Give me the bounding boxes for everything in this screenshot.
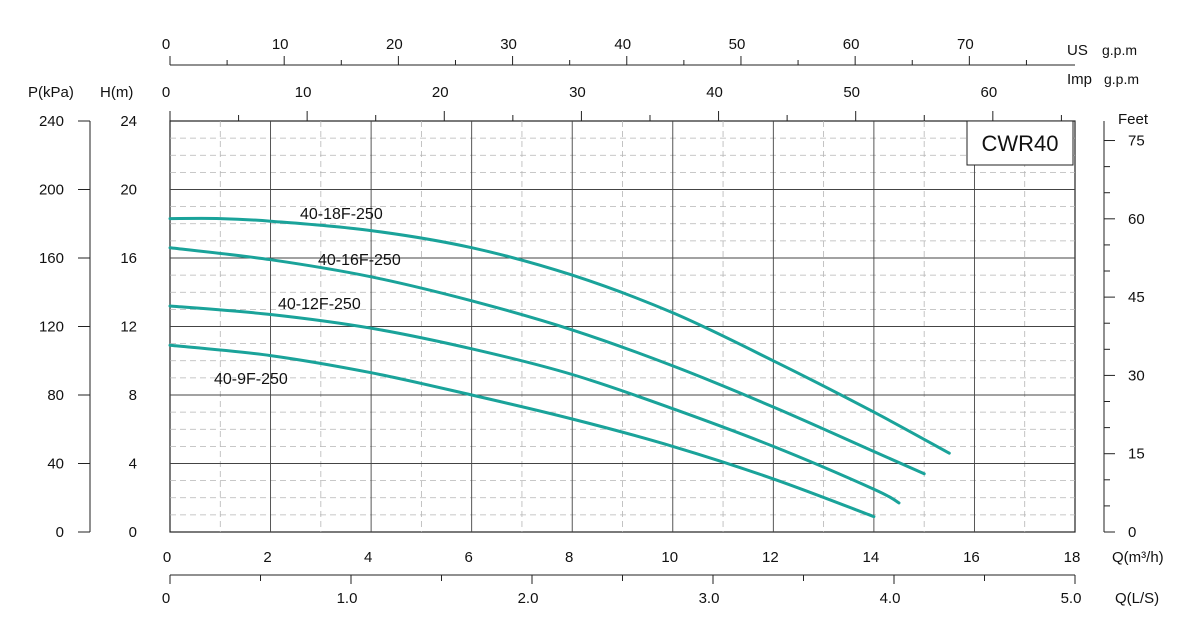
- y-tick-label-m: 20: [120, 182, 137, 199]
- y-tick-label-m: 4: [129, 456, 137, 473]
- x-tick-label-imp-gpm: 60: [980, 84, 997, 101]
- x-tick-label-imp-gpm: 20: [432, 84, 449, 101]
- y-tick-label-m: 12: [120, 319, 137, 336]
- x-tick-label-m3h: 14: [863, 549, 880, 566]
- series-lines: [168, 216, 951, 519]
- x-tick-label-m3h: 2: [263, 549, 271, 566]
- x-tick-label-ls: 0: [162, 590, 170, 607]
- y-tick-label-feet: 0: [1128, 524, 1136, 541]
- x-tick-label-m3h: 10: [661, 549, 678, 566]
- grid: [169, 120, 1076, 533]
- x-tick-label-imp-gpm: 0: [162, 84, 170, 101]
- y-tick-label-m: 0: [129, 524, 137, 541]
- chart-title: CWR40: [981, 131, 1058, 156]
- series-label-40-12F-250: 40-12F-250: [278, 296, 361, 313]
- x-tick-label-imp-gpm: 10: [295, 84, 312, 101]
- x-tick-label-imp-gpm: 30: [569, 84, 586, 101]
- y-tick-label-kpa: 80: [47, 387, 64, 404]
- x-tick-label-us-gpm: 50: [729, 36, 746, 53]
- y-tick-label-feet: 60: [1128, 211, 1145, 228]
- x-tick-label-us-gpm: 30: [500, 36, 517, 53]
- x-tick-label-m3h: 0: [163, 549, 171, 566]
- x-tick-label-m3h: 8: [565, 549, 573, 566]
- x-tick-label-m3h: 12: [762, 549, 779, 566]
- x-axis-label-us-unit: g.p.m: [1102, 42, 1137, 58]
- y-tick-label-feet: 75: [1128, 133, 1145, 150]
- x-tick-label-m3h: 4: [364, 549, 372, 566]
- x-tick-label-imp-gpm: 50: [843, 84, 860, 101]
- y-tick-label-kpa: 240: [39, 113, 64, 130]
- x-axis-label-ls: Q(L/S): [1115, 590, 1159, 607]
- y-axis-label-m: H(m): [100, 84, 133, 101]
- x-tick-label-m3h: 16: [963, 549, 980, 566]
- y-tick-label-kpa: 120: [39, 319, 64, 336]
- y-tick-label-kpa: 0: [56, 524, 64, 541]
- x-tick-label-m3h: 6: [464, 549, 472, 566]
- x-tick-label-ls: 3.0: [699, 590, 720, 607]
- y-tick-label-m: 24: [120, 113, 137, 130]
- x-tick-label-ls: 4.0: [880, 590, 901, 607]
- y-tick-label-m: 16: [120, 250, 137, 267]
- y-axis-label-feet: Feet: [1118, 111, 1149, 128]
- series-line-40-16F-250: [168, 246, 926, 476]
- x-tick-label-m3h: 18: [1064, 549, 1081, 566]
- x-tick-label-ls: 1.0: [337, 590, 358, 607]
- title-box: CWR40: [966, 120, 1074, 166]
- axes: 0 2 4 6 8 10 12 14 16 18 Q(m³/h)0 1.0 2.0 3.0 4.0 5.0 Q(…: [28, 36, 1164, 607]
- y-tick-label-kpa: 200: [39, 182, 64, 199]
- x-tick-label-us-gpm: 60: [843, 36, 860, 53]
- y-axis-label-kpa: P(kPa): [28, 84, 74, 101]
- series-line-40-18F-250: [168, 216, 951, 455]
- x-axis-label-imp-unit: g.p.m: [1104, 71, 1139, 87]
- x-axis-label-us: US: [1067, 42, 1088, 59]
- x-tick-label-imp-gpm: 40: [706, 84, 723, 101]
- x-tick-label-us-gpm: 70: [957, 36, 974, 53]
- x-axis-label-m3h: Q(m³/h): [1112, 549, 1164, 566]
- y-tick-label-kpa: 160: [39, 250, 64, 267]
- y-tick-label-feet: 45: [1128, 289, 1145, 306]
- series-label-40-18F-250: 40-18F-250: [300, 206, 383, 223]
- series-line-40-9F-250: [168, 343, 876, 519]
- x-tick-label-us-gpm: 10: [272, 36, 289, 53]
- y-tick-label-m: 8: [129, 387, 137, 404]
- x-tick-label-us-gpm: 40: [614, 36, 631, 53]
- y-tick-label-feet: 30: [1128, 367, 1145, 384]
- x-axis-label-imp: Imp: [1067, 71, 1092, 88]
- y-tick-label-kpa: 40: [47, 456, 64, 473]
- series-label-40-9F-250: 40-9F-250: [214, 371, 288, 388]
- x-tick-label-us-gpm: 20: [386, 36, 403, 53]
- series-label-40-16F-250: 40-16F-250: [318, 252, 401, 269]
- x-tick-label-ls: 5.0: [1061, 590, 1082, 607]
- series-line-40-12F-250: [168, 304, 901, 505]
- x-tick-label-us-gpm: 0: [162, 36, 170, 53]
- y-tick-label-feet: 15: [1128, 446, 1145, 463]
- x-tick-label-ls: 2.0: [518, 590, 539, 607]
- series-labels: 40-18F-250 40-16F-250 40-12F-250 40-9F-250: [214, 206, 401, 388]
